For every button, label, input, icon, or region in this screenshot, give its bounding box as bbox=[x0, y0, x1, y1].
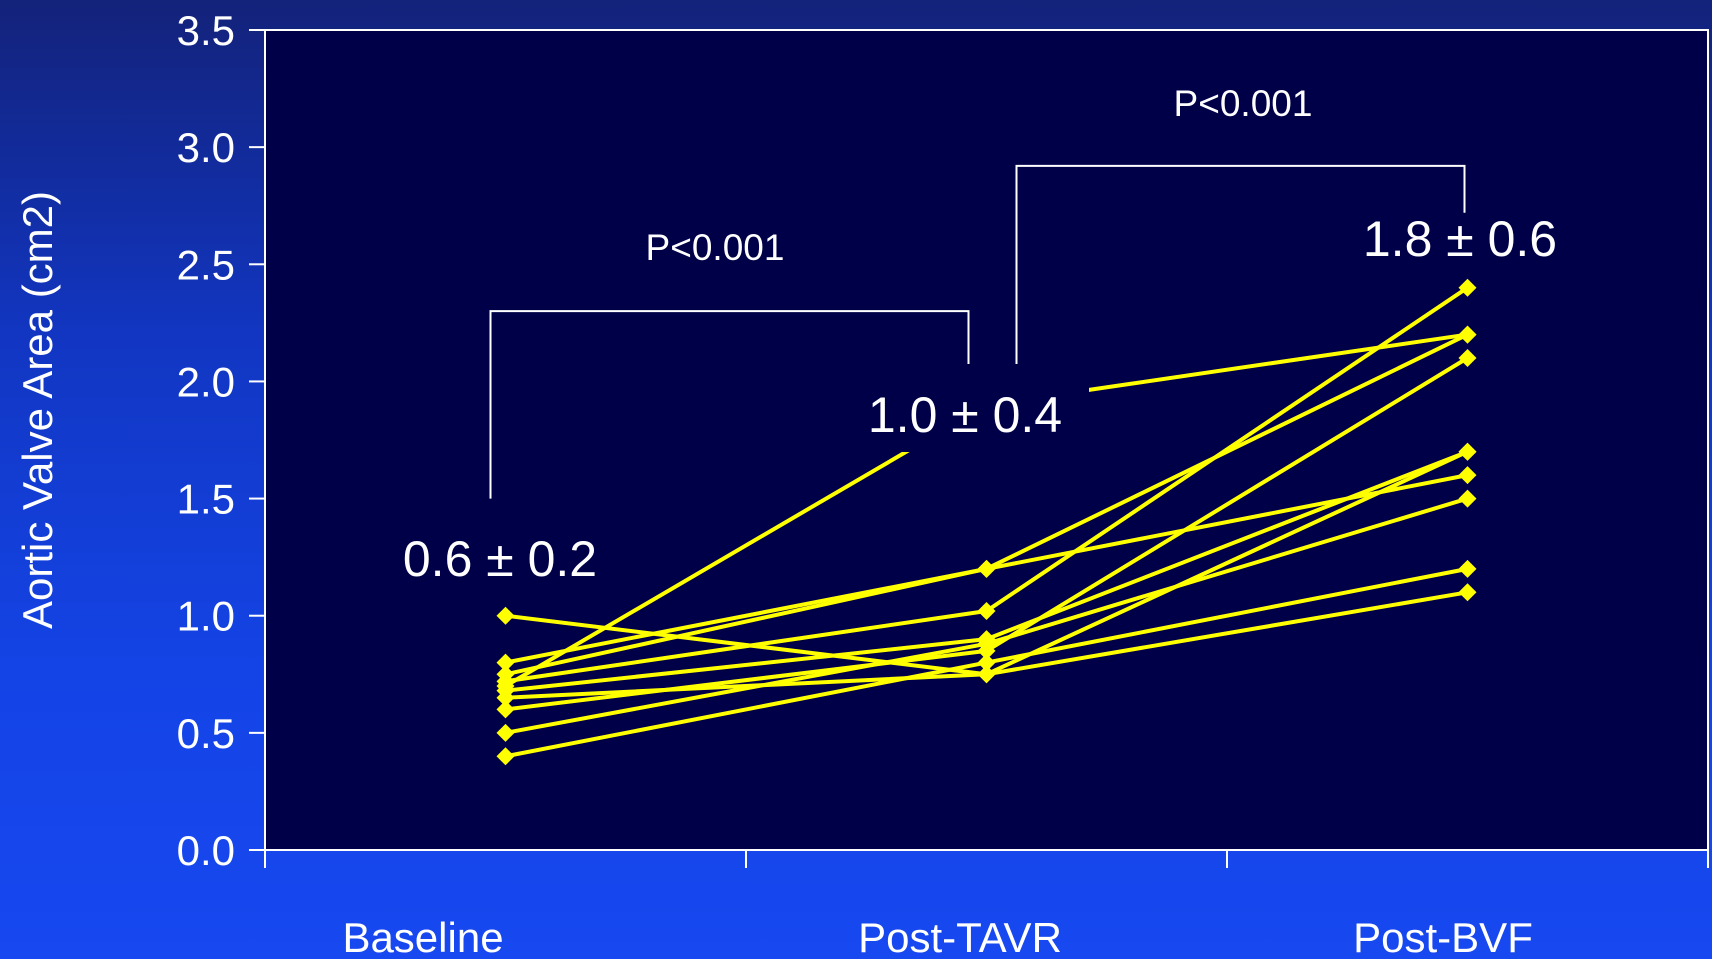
data-point-marker bbox=[1458, 583, 1477, 602]
data-point-marker bbox=[977, 602, 996, 621]
data-point-marker bbox=[1458, 442, 1477, 461]
data-point-marker bbox=[496, 606, 515, 625]
data-point-marker bbox=[496, 653, 515, 672]
data-point-marker bbox=[496, 688, 515, 707]
y-tick-label: 3.5 bbox=[177, 7, 235, 54]
data-point-marker bbox=[1458, 489, 1477, 508]
y-axis-label: Aortic Valve Area (cm2) bbox=[14, 191, 61, 629]
p-value-baseline-vs-tavr: P<0.001 bbox=[646, 227, 785, 268]
data-point-marker bbox=[977, 634, 996, 653]
baseline-mean-label: 0.6 ± 0.2 bbox=[403, 531, 597, 587]
y-tick-labels: 0.0 0.5 1.0 1.5 2.0 2.5 3.0 3.5 bbox=[177, 7, 235, 874]
x-category-label: Post-BVF bbox=[1353, 914, 1533, 959]
significance-bracket-tavr-bvf bbox=[1015, 164, 1466, 370]
axes-layer bbox=[249, 29, 1709, 868]
data-point-marker bbox=[977, 653, 996, 672]
x-category-label: Baseline bbox=[342, 914, 503, 959]
y-tick-label: 0.5 bbox=[177, 710, 235, 757]
p-value-tavr-vs-bvf: P<0.001 bbox=[1174, 83, 1313, 124]
y-tick-label: 3.0 bbox=[177, 124, 235, 171]
series-markers-layer bbox=[496, 278, 1477, 766]
x-category-labels: Baseline Post-TAVR Post-BVF bbox=[342, 914, 1532, 959]
y-tick-label: 1.0 bbox=[177, 593, 235, 640]
data-point-marker bbox=[1458, 325, 1477, 344]
data-point-marker bbox=[1458, 349, 1477, 367]
post-tavr-mean-label: 1.0 ± 0.4 bbox=[868, 387, 1062, 443]
data-point-marker bbox=[496, 723, 515, 742]
y-tick-label: 0.0 bbox=[177, 827, 235, 874]
post-bvf-mean-label: 1.8 ± 0.6 bbox=[1363, 211, 1557, 267]
data-point-marker bbox=[977, 559, 996, 578]
data-point-marker bbox=[1458, 278, 1477, 297]
post-tavr-mean-label-bg bbox=[853, 364, 1089, 452]
y-tick-label: 2.0 bbox=[177, 358, 235, 405]
significance-bracket-baseline-tavr bbox=[489, 310, 970, 499]
data-point-marker bbox=[1458, 559, 1477, 578]
y-tick-label: 2.5 bbox=[177, 241, 235, 288]
data-point-marker bbox=[496, 747, 515, 766]
x-category-label: Post-TAVR bbox=[858, 914, 1062, 959]
y-tick-label: 1.5 bbox=[177, 476, 235, 523]
data-point-marker bbox=[1458, 466, 1477, 485]
data-point-marker bbox=[496, 700, 515, 719]
data-point-marker bbox=[977, 665, 996, 684]
